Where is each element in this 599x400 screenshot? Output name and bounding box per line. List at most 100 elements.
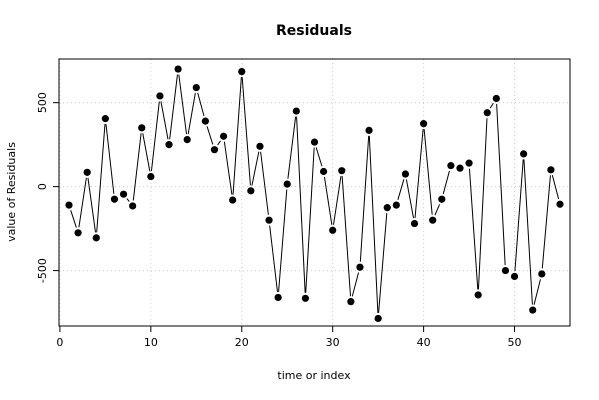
data-point (338, 167, 346, 175)
series-line-segment (206, 126, 214, 145)
data-point (410, 219, 419, 228)
series-line-segment (232, 77, 242, 195)
data-point (420, 120, 428, 128)
series-line-segment (533, 279, 541, 305)
series-line-segment (78, 177, 87, 228)
series-line-segment (551, 175, 560, 200)
x-tick-label: 0 (56, 336, 63, 349)
data-point (347, 298, 355, 306)
x-tick-label: 10 (144, 336, 158, 349)
data-point (129, 202, 137, 210)
data-point (520, 150, 528, 158)
data-point (283, 180, 291, 188)
series-line-segment (241, 77, 251, 186)
series-line-segment (514, 159, 524, 272)
data-point (156, 92, 164, 100)
series-line-segment (251, 151, 260, 186)
data-point (238, 67, 246, 76)
data-point (356, 263, 364, 271)
data-point (483, 109, 491, 117)
data-point (329, 226, 337, 234)
points-layer (65, 65, 564, 323)
data-point (256, 142, 264, 150)
data-point (174, 65, 182, 73)
plot-frame (58, 58, 571, 327)
data-point (274, 293, 282, 302)
series-line-segment (351, 272, 360, 297)
data-point (492, 94, 500, 103)
data-point (265, 216, 273, 224)
series-line-segment (287, 116, 297, 179)
y-tick-label: 500 (36, 92, 49, 113)
data-point (247, 187, 255, 195)
data-point (547, 166, 555, 174)
series-line-segment (368, 135, 379, 313)
series-line-segment (341, 176, 351, 297)
series-line-segment (496, 103, 506, 266)
series-line-segment (187, 92, 196, 135)
data-point (429, 216, 437, 224)
data-point (147, 172, 155, 181)
series-line-segment (414, 129, 424, 219)
data-point (438, 195, 446, 203)
series-line-segment (378, 213, 388, 314)
data-point (556, 200, 564, 208)
series-line-segment (96, 124, 106, 233)
x-tick-label: 30 (326, 336, 340, 349)
x-tick-label: 20 (235, 336, 249, 349)
y-tick-label: -500 (36, 258, 49, 283)
series-line-segment (178, 74, 187, 135)
series-line-segment (477, 118, 488, 290)
data-point (529, 306, 537, 314)
data-point (392, 201, 400, 209)
series-line-segment (260, 151, 269, 215)
series-line-segment (468, 168, 479, 290)
data-point (456, 164, 464, 172)
series-line-segment (423, 129, 433, 215)
series-line-segment (269, 225, 278, 293)
data-point (319, 167, 328, 176)
series-line-segment (105, 124, 115, 194)
series-line-segment (541, 175, 551, 269)
x-axis-label: time or index (277, 369, 351, 382)
data-point (465, 159, 473, 167)
data-point (101, 115, 109, 123)
data-point (138, 124, 146, 132)
data-point (401, 170, 410, 178)
series-line-segment (442, 170, 450, 195)
data-point (365, 126, 373, 134)
x-axis: 0 10 20 30 40 50 (56, 326, 522, 349)
series-layer (70, 74, 560, 314)
x-tick-label: 50 (508, 336, 522, 349)
data-point (219, 132, 228, 140)
data-point (192, 83, 200, 92)
grid-layer (59, 59, 570, 326)
data-point (74, 229, 82, 237)
series-line-segment (223, 141, 233, 195)
data-point (165, 141, 173, 149)
y-axis-label: value of Residuals (5, 142, 18, 242)
series-line-segment (333, 176, 342, 225)
series-line-segment (169, 74, 178, 140)
data-point (501, 266, 510, 275)
series-line-segment (323, 176, 333, 225)
series-line-segment (126, 198, 130, 202)
data-point (301, 294, 310, 302)
data-point (119, 190, 128, 198)
series-line-segment (296, 116, 306, 293)
data-point (538, 270, 546, 278)
series-line-segment (359, 135, 370, 262)
y-tick-label: 0 (36, 183, 49, 190)
series-line-segment (397, 179, 405, 200)
data-point (210, 146, 219, 154)
series-line-segment (217, 140, 221, 146)
series-line-segment (315, 147, 323, 167)
series-line-segment (305, 147, 315, 293)
data-point (474, 291, 482, 299)
y-axis: -500 0 500 (36, 92, 59, 283)
data-point (510, 272, 519, 281)
data-point (447, 162, 455, 170)
chart-title: Residuals (276, 23, 352, 39)
series-line-segment (87, 177, 97, 233)
x-tick-label: 40 (417, 336, 431, 349)
